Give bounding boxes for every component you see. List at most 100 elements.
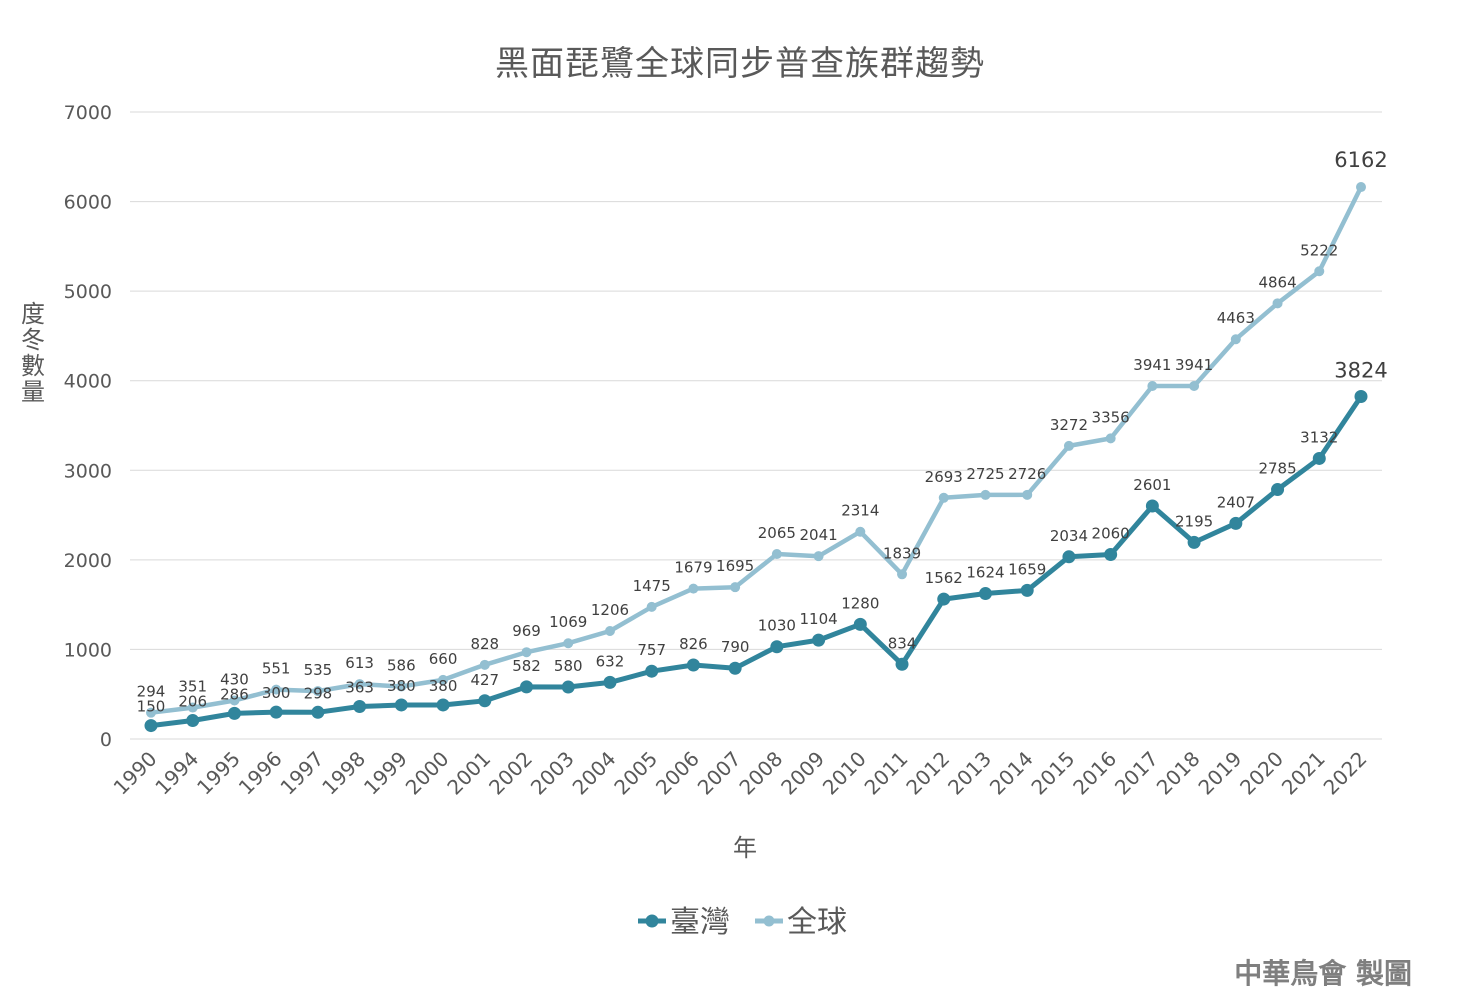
data-label-global: 4463 (1217, 309, 1255, 327)
data-point-taiwan (227, 706, 241, 720)
data-point-global (813, 551, 824, 562)
data-label-global: 1069 (549, 613, 587, 631)
data-label-global: 294 (137, 683, 166, 701)
legend-label-global: 全球 (787, 905, 847, 940)
data-point-global (312, 686, 323, 697)
x-tick-label: 2008 (734, 747, 787, 800)
data-label-taiwan: 1624 (966, 564, 1004, 582)
data-label-taiwan: 300 (262, 684, 291, 702)
data-label-global: 613 (345, 654, 374, 672)
x-tick-label: 2020 (1235, 747, 1288, 800)
data-point-global (1314, 266, 1325, 277)
x-tick-label: 2009 (776, 747, 829, 800)
x-axis-ticks: 1990199419951996199719981999200020012002… (109, 747, 1372, 800)
data-label-taiwan: 2601 (1133, 476, 1171, 494)
data-point-taiwan (1187, 535, 1201, 549)
data-point-taiwan (186, 714, 200, 728)
data-point-taiwan (1354, 389, 1368, 403)
data-point-global (688, 583, 699, 594)
x-tick-label: 2014 (985, 747, 1038, 800)
data-label-global: 351 (178, 678, 207, 696)
x-tick-label: 2013 (943, 747, 996, 800)
data-label-global: 2725 (966, 465, 1004, 483)
data-point-taiwan (1062, 550, 1076, 564)
data-label-global: 3941 (1175, 356, 1213, 374)
x-tick-label: 2007 (693, 747, 746, 800)
legend-label-taiwan: 臺灣 (670, 905, 730, 940)
data-label-taiwan: 286 (220, 685, 249, 703)
y-tick-label: 6000 (64, 192, 112, 214)
y-tick-label: 0 (100, 729, 112, 751)
series-line-global (150, 186, 1364, 715)
legend-marker-global (763, 915, 775, 927)
data-point-taiwan (853, 617, 867, 631)
data-point-taiwan (144, 719, 158, 733)
x-tick-label: 2021 (1277, 747, 1330, 800)
x-tick-label: 2006 (651, 747, 704, 800)
x-axis-label: 年 (733, 834, 757, 862)
gridlines (130, 111, 1382, 740)
data-label-taiwan: 826 (679, 635, 708, 653)
x-tick-label: 2000 (401, 747, 454, 800)
data-label-taiwan: 2034 (1050, 527, 1088, 545)
data-label-taiwan: 1030 (758, 617, 796, 635)
data-point-taiwan (1104, 547, 1118, 561)
y-tick-label: 2000 (64, 550, 112, 572)
data-label-global: 430 (220, 670, 249, 688)
data-label-taiwan: 2407 (1217, 493, 1255, 511)
data-label-taiwan: 363 (345, 678, 374, 696)
data-point-global (897, 569, 908, 580)
x-tick-label: 2011 (860, 747, 913, 800)
legend: 臺灣 全球 (638, 905, 847, 940)
series-layer (144, 182, 1368, 733)
x-tick-label: 2015 (1026, 747, 1079, 800)
data-point-taiwan (812, 633, 826, 647)
data-label-global: 2693 (925, 468, 963, 486)
data-label-global: 2726 (1008, 465, 1046, 483)
series-line-taiwan (150, 395, 1364, 729)
data-point-global (1063, 440, 1074, 451)
data-label-global: 6162 (1334, 148, 1387, 172)
data-label-taiwan: 790 (721, 638, 750, 656)
legend-marker-taiwan (645, 914, 659, 928)
data-label-taiwan: 206 (178, 693, 207, 711)
data-point-taiwan (978, 587, 992, 601)
data-point-global (980, 489, 991, 500)
y-axis-label-char: 量 (21, 378, 45, 406)
x-tick-label: 2004 (568, 747, 621, 800)
data-point-global (771, 549, 782, 560)
y-tick-label: 7000 (64, 102, 112, 124)
data-label-taiwan: 1280 (841, 594, 879, 612)
x-tick-label: 2017 (1110, 747, 1163, 800)
data-point-taiwan (686, 658, 700, 672)
data-label-taiwan: 3824 (1334, 358, 1387, 382)
data-point-taiwan (436, 698, 450, 712)
data-point-global (1189, 380, 1200, 391)
data-label-global: 535 (304, 661, 333, 679)
data-point-global (1147, 380, 1158, 391)
data-label-taiwan: 757 (637, 641, 666, 659)
data-point-global (1105, 433, 1116, 444)
y-tick-label: 3000 (64, 460, 112, 482)
data-label-global: 4864 (1258, 273, 1296, 291)
data-point-taiwan (1271, 483, 1285, 497)
data-label-taiwan: 582 (512, 657, 541, 675)
data-label-taiwan: 1104 (799, 610, 837, 628)
x-tick-label: 1996 (234, 747, 287, 800)
x-tick-label: 1994 (150, 747, 203, 800)
data-label-taiwan: 1562 (925, 569, 963, 587)
x-tick-label: 2003 (526, 747, 579, 800)
data-point-taiwan (895, 657, 909, 671)
x-tick-label: 2001 (442, 747, 495, 800)
data-point-taiwan (353, 699, 367, 713)
data-label-global: 1679 (674, 559, 712, 577)
data-label-global: 1695 (716, 557, 754, 575)
y-axis-ticks: 0 1000 2000 3000 4000 5000 6000 7000 (64, 102, 112, 751)
x-tick-label: 1998 (317, 747, 370, 800)
data-label-taiwan: 632 (596, 652, 625, 670)
data-point-global (563, 638, 574, 649)
y-axis-label-char: 冬 (21, 326, 45, 354)
data-point-global (479, 659, 490, 670)
